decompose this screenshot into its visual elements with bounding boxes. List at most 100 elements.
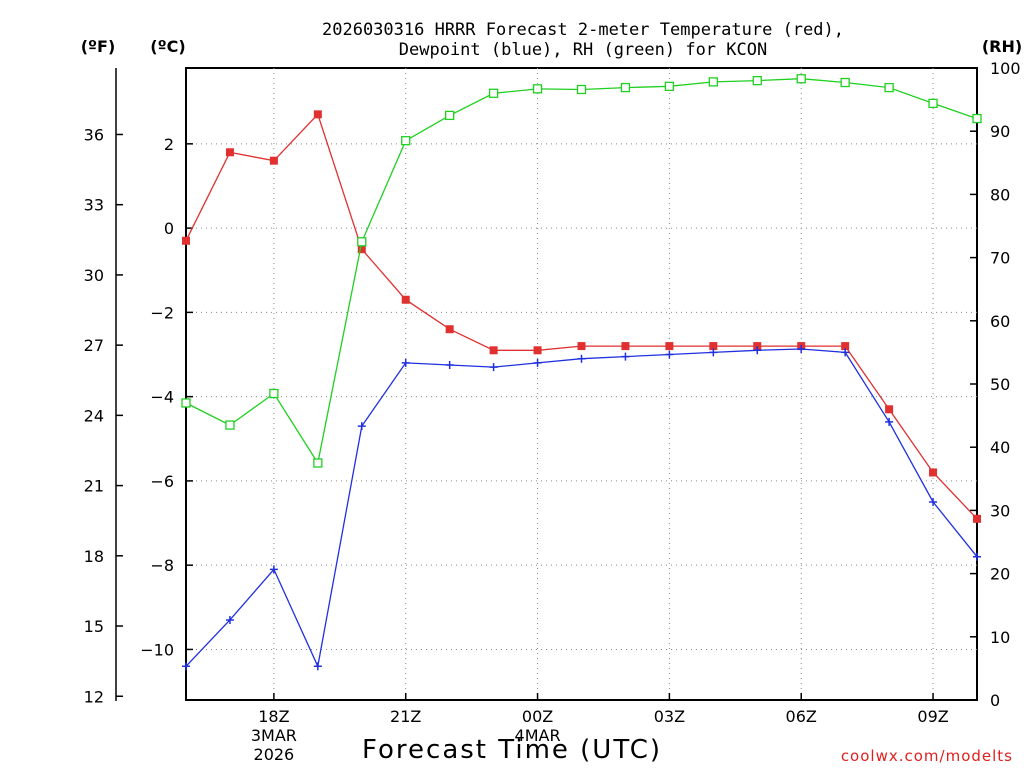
grid-lines (186, 68, 977, 700)
rh-tick-label: 30 (990, 501, 1010, 520)
chart-title-line1: 2026030316 HRRR Forecast 2-meter Tempera… (322, 20, 844, 40)
temperature-data-point (182, 236, 190, 245)
temperature-data-point (533, 346, 542, 355)
rh-data-point (313, 458, 323, 468)
rh-tick-label: 10 (990, 628, 1010, 647)
temperature-data-point (269, 156, 278, 165)
temperature-data-point (753, 342, 762, 351)
x-tick-label: 00Z (522, 707, 553, 726)
dewpoint-data-point (797, 345, 806, 354)
fahrenheit-tick-label: 30 (84, 266, 104, 285)
x-axis-title: Forecast Time (UTC) (362, 735, 662, 765)
fahrenheit-tick-label: 27 (84, 336, 104, 355)
watermark: coolwx.com/modelts (841, 747, 1013, 765)
celsius-tick-label: 0 (164, 219, 174, 238)
rh-data-point (269, 388, 279, 399)
dewpoint-data-point (885, 417, 894, 426)
temperature-data-point (489, 346, 498, 355)
temperature-data-point (885, 405, 894, 414)
fahrenheit-tick-label: 33 (84, 196, 104, 215)
temperature-data-point (401, 295, 410, 304)
dewpoint-data-point (665, 350, 674, 359)
rh-series-line (185, 78, 978, 465)
rh-tick-label: 50 (990, 375, 1010, 394)
dewpoint-data-point (489, 363, 498, 372)
fahrenheit-tick-label: 21 (84, 477, 104, 496)
fahrenheit-tick-label: 12 (84, 687, 104, 706)
rh-data-point (928, 98, 938, 109)
fahrenheit-tick-label: 24 (84, 406, 104, 425)
plot-frame (185, 67, 978, 701)
rh-data-point (620, 82, 631, 93)
x-tick-label: 09Z (917, 707, 948, 726)
temperature-data-point (621, 342, 630, 351)
rh-tick-label: 90 (990, 122, 1010, 141)
rh-data-point (708, 77, 718, 87)
dewpoint-data-point (841, 348, 850, 357)
rh-axis-label: (RH) (982, 37, 1022, 56)
x-tick-year-label: 2026 (254, 745, 295, 764)
dewpoint-data-point (533, 358, 542, 367)
x-tick-date-label: 4MAR (515, 726, 561, 745)
x-tick-label: 03Z (654, 707, 685, 726)
rh-tick-label: 100 (990, 59, 1021, 78)
rh-tick-label: 0 (990, 691, 1000, 710)
rh-data-point (840, 77, 850, 88)
fahrenheit-tick-label: 18 (84, 547, 104, 566)
fahrenheit-tick-label: 15 (84, 617, 104, 636)
temperature-data-point (665, 342, 674, 351)
dewpoint-data-point (709, 348, 718, 357)
dewpoint-data-point (973, 552, 981, 561)
temperature-data-point (841, 342, 850, 351)
temperature-data-point (973, 514, 981, 523)
rh-tick-label: 40 (990, 438, 1010, 457)
dewpoint-data-point (621, 352, 630, 361)
fahrenheit-tick-label: 36 (84, 125, 104, 144)
rh-tick-label: 80 (990, 185, 1010, 204)
rh-data-point (488, 88, 499, 98)
dewpoint-data-point (401, 358, 410, 367)
x-tick-label: 06Z (786, 707, 817, 726)
rh-tick-label: 60 (990, 312, 1010, 331)
rh-tick-label: 20 (990, 565, 1010, 584)
rh-data-point (752, 75, 762, 86)
celsius-axis-label: (ºC) (150, 37, 185, 56)
temperature-data-point (313, 110, 322, 119)
temperature-data-point (929, 468, 938, 477)
series-layer (181, 74, 982, 671)
rh-data-point (884, 82, 894, 93)
celsius-tick-label: 2 (164, 135, 174, 154)
dewpoint-data-point (357, 422, 366, 431)
dewpoint-data-point (929, 497, 938, 506)
rh-data-point (445, 110, 455, 121)
temperature-data-point (445, 325, 454, 334)
celsius-tick-label: −6 (150, 472, 174, 491)
dewpoint-data-point (269, 565, 278, 574)
temperature-data-point (225, 148, 234, 157)
celsius-tick-label: −2 (150, 303, 174, 322)
rh-data-point (357, 237, 367, 247)
rh-data-point (532, 84, 543, 94)
celsius-tick-label: −4 (150, 388, 174, 407)
rh-data-point (401, 136, 411, 146)
rh-data-point (972, 113, 982, 124)
temperature-data-point (357, 245, 366, 254)
celsius-tick-label: −8 (150, 556, 174, 575)
rh-data-point (576, 84, 587, 95)
x-tick-label: 18Z (258, 707, 289, 726)
x-tick-date-label: 3MAR (251, 726, 297, 745)
temperature-data-point (709, 342, 718, 351)
temperature-series-line (185, 113, 978, 520)
rh-data-point (181, 398, 191, 408)
rh-data-point (796, 74, 806, 84)
dewpoint-data-point (225, 615, 234, 624)
celsius-tick-label: −10 (140, 640, 174, 659)
dewpoint-data-point (577, 354, 586, 363)
fahrenheit-axis-label: (ºF) (81, 37, 116, 56)
x-tick-label: 21Z (390, 707, 421, 726)
rh-data-point (225, 420, 235, 430)
dewpoint-data-point (182, 662, 190, 671)
rh-data-point (664, 81, 675, 91)
